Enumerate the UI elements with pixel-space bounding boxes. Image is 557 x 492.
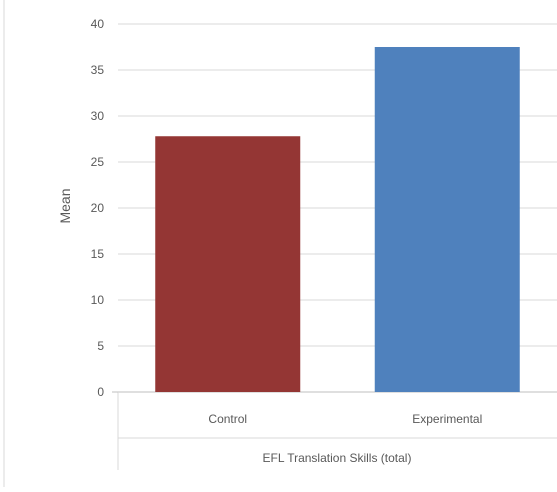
x-tick-label: Experimental bbox=[412, 412, 482, 426]
x-tick-label: Control bbox=[208, 412, 247, 426]
bar-experimental bbox=[374, 47, 520, 392]
y-tick-label: 20 bbox=[91, 201, 105, 215]
bars bbox=[155, 47, 520, 392]
y-tick-label: 15 bbox=[91, 247, 105, 261]
y-tick-label: 30 bbox=[91, 109, 105, 123]
y-tick-label: 10 bbox=[91, 293, 105, 307]
x-axis-group-label: EFL Translation Skills (total) bbox=[263, 451, 412, 465]
x-axis: Control Experimental bbox=[112, 391, 557, 470]
bar-control bbox=[155, 136, 301, 392]
y-axis-title: Mean bbox=[57, 188, 73, 223]
y-tick-label: 35 bbox=[91, 63, 105, 77]
y-tick-labels: 0 5 10 15 20 25 30 35 40 bbox=[91, 17, 105, 399]
y-tick-label: 40 bbox=[91, 17, 105, 31]
y-tick-label: 5 bbox=[97, 339, 104, 353]
y-tick-label: 25 bbox=[91, 155, 105, 169]
y-tick-label: 0 bbox=[97, 385, 104, 399]
